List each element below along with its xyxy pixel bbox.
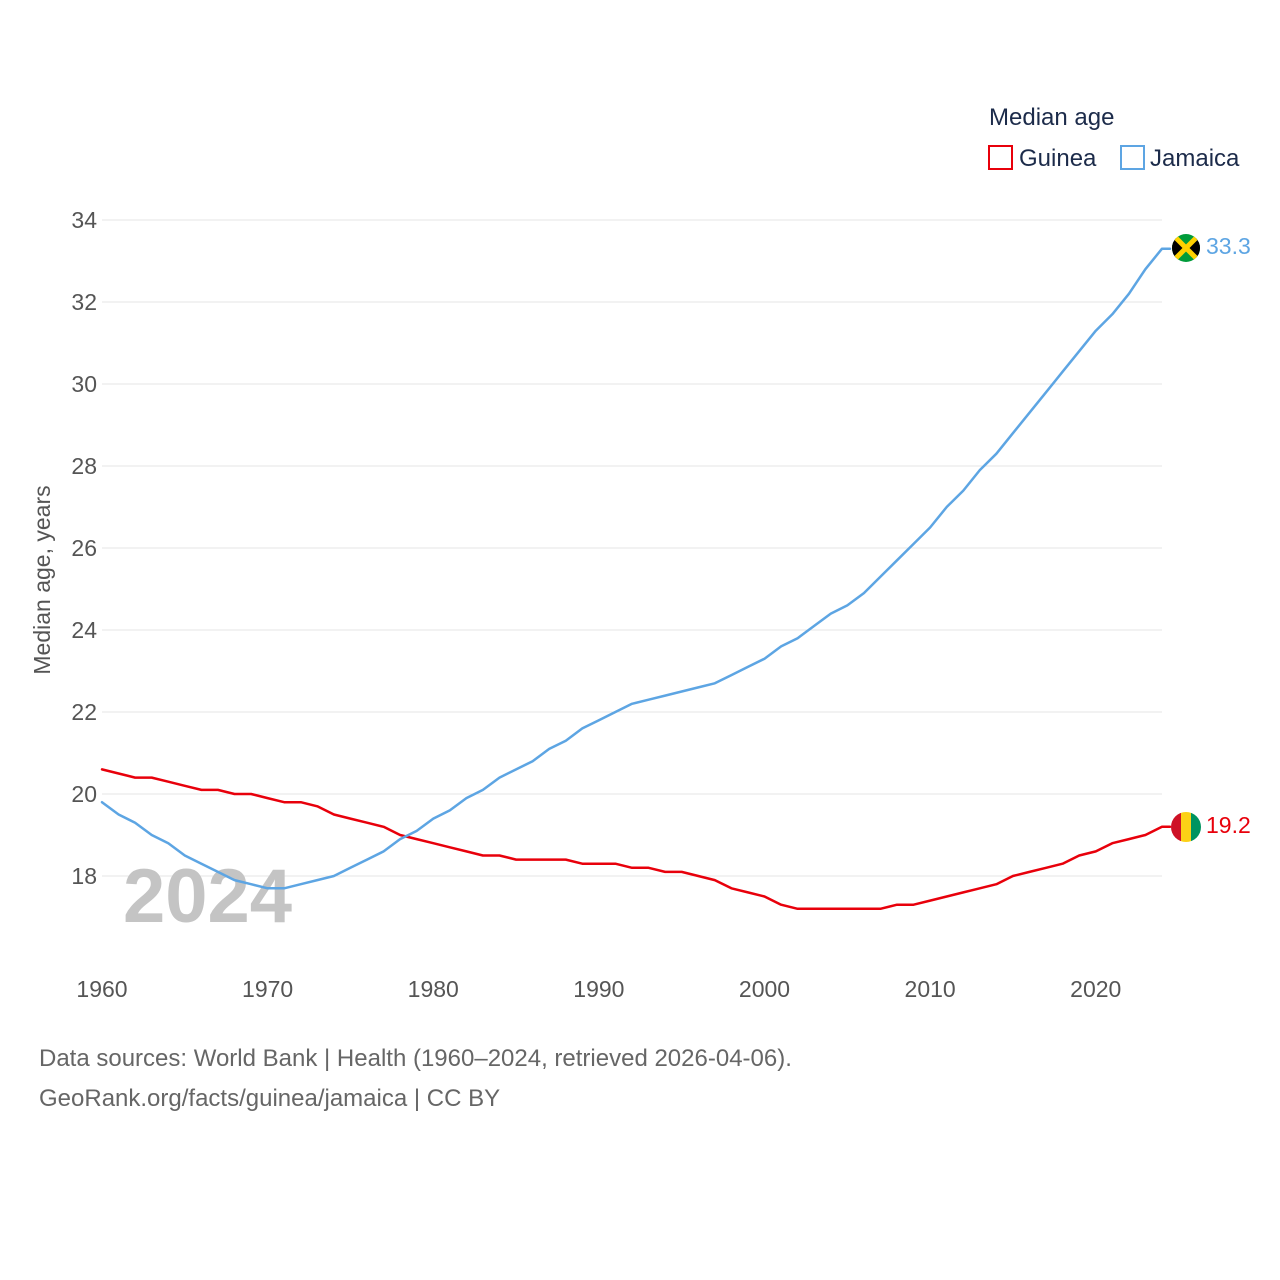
series-line-jamaica[interactable] [100, 247, 1172, 890]
data-sources-note: Data sources: World Bank | Health (1960–… [39, 1045, 792, 1072]
y-tick-label: 18 [71, 863, 97, 889]
x-axis-ticks: 1960 1970 1980 1990 2000 2010 2020 [76, 976, 1121, 1002]
source-link[interactable]: GeoRank.org/facts/guinea/jamaica | CC BY [39, 1085, 501, 1112]
year-watermark: 2024 [123, 854, 292, 939]
legend-item-guinea[interactable]: Guinea [988, 145, 1097, 172]
x-tick-label: 1970 [242, 976, 293, 1002]
y-tick-label: 22 [71, 699, 97, 725]
x-tick-label: 2010 [905, 976, 956, 1002]
gridlines [102, 219, 1162, 877]
jamaica-flag-icon [1172, 234, 1200, 262]
x-tick-label: 2000 [739, 976, 790, 1002]
legend: Median age Guinea Jamaica [988, 104, 1240, 172]
legend-swatch-guinea [988, 145, 1013, 170]
x-tick-label: 1960 [76, 976, 127, 1002]
y-tick-label: 32 [71, 289, 97, 315]
legend-item-jamaica[interactable]: Jamaica [1120, 145, 1240, 172]
y-tick-label: 28 [71, 453, 97, 479]
guinea-end-value: 19.2 [1206, 812, 1251, 838]
legend-title: Median age [989, 104, 1114, 131]
x-tick-label: 2020 [1070, 976, 1121, 1002]
y-axis-ticks: 18 20 22 24 26 28 30 32 34 [71, 207, 97, 889]
y-tick-label: 34 [71, 207, 97, 233]
y-tick-label: 20 [71, 781, 97, 807]
jamaica-end-value: 33.3 [1206, 233, 1251, 259]
x-tick-label: 1990 [573, 976, 624, 1002]
legend-swatch-jamaica [1120, 145, 1145, 170]
y-tick-label: 30 [71, 371, 97, 397]
legend-label-guinea: Guinea [1019, 145, 1097, 172]
legend-label-jamaica: Jamaica [1150, 145, 1240, 172]
series-line-guinea[interactable] [100, 768, 1172, 911]
guinea-flag-icon [1171, 812, 1201, 842]
y-tick-label: 26 [71, 535, 97, 561]
y-tick-label: 24 [71, 617, 97, 643]
x-tick-label: 1980 [408, 976, 459, 1002]
y-axis-title: Median age, years [29, 485, 55, 674]
series-layer [100, 247, 1172, 911]
